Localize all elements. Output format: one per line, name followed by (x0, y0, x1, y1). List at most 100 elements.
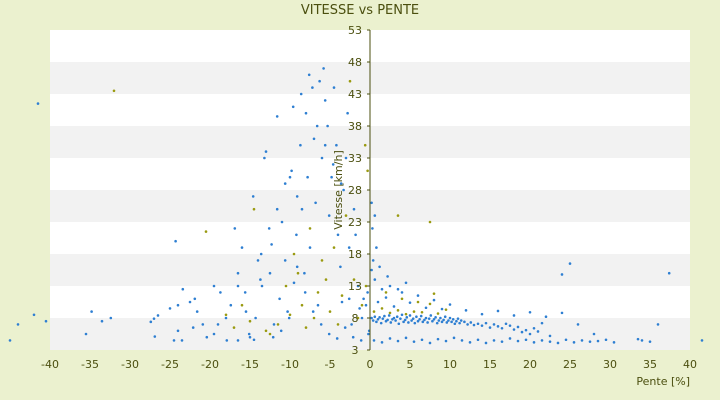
data-point (290, 169, 293, 173)
data-point (303, 271, 306, 275)
data-point (312, 316, 316, 320)
data-point (191, 326, 195, 329)
data-point (278, 297, 281, 301)
data-point (504, 322, 508, 326)
data-point (323, 99, 327, 102)
data-point (84, 332, 88, 336)
data-point (224, 313, 228, 317)
data-point (416, 319, 420, 323)
data-point (360, 303, 364, 307)
data-point (370, 201, 373, 205)
data-point (460, 339, 464, 342)
data-point (204, 230, 208, 233)
data-point (556, 341, 560, 345)
data-point (8, 339, 12, 342)
data-point (386, 318, 389, 322)
data-point (396, 339, 400, 343)
data-point (362, 297, 365, 301)
x-tick-label: 5 (407, 358, 414, 371)
data-point (394, 319, 397, 322)
data-point (548, 340, 552, 343)
data-point (412, 340, 416, 343)
y-tick-label: 3 (352, 344, 359, 357)
data-point (380, 287, 384, 291)
data-point (243, 291, 247, 294)
data-point (311, 310, 315, 313)
data-point (236, 339, 240, 342)
data-point (378, 265, 381, 269)
y-tick-label: 18 (348, 248, 362, 261)
data-point (176, 329, 180, 333)
data-point (212, 284, 216, 288)
data-point (466, 323, 469, 326)
data-point (572, 341, 576, 344)
data-point (375, 246, 378, 249)
x-tick-label: 25 (563, 358, 577, 371)
x-tick-label: 0 (367, 358, 374, 371)
data-point (453, 322, 457, 326)
data-point (532, 326, 536, 330)
data-point (172, 339, 176, 342)
data-point (247, 332, 251, 336)
data-point (592, 332, 596, 336)
data-point (306, 175, 309, 179)
y-axis-label: Vitesse [km/h] (332, 150, 345, 230)
data-point (452, 336, 456, 340)
data-point (356, 316, 360, 320)
data-point (259, 252, 263, 256)
x-tick-label: -35 (81, 358, 99, 371)
data-point (604, 338, 608, 342)
data-point (412, 310, 416, 313)
data-point (424, 316, 428, 320)
data-point (348, 79, 352, 83)
data-point (296, 271, 300, 275)
y-tick-label: 38 (348, 120, 362, 133)
data-point (500, 326, 504, 330)
data-point (396, 309, 400, 312)
data-point (283, 259, 287, 262)
data-point (426, 321, 429, 324)
data-point (588, 340, 592, 343)
data-point (252, 207, 256, 211)
data-point (432, 298, 436, 302)
data-point (304, 326, 308, 329)
data-point (459, 319, 463, 322)
data-point (90, 310, 93, 313)
data-point (360, 316, 364, 320)
data-point (496, 325, 500, 328)
data-point (149, 320, 153, 324)
x-tick-label: -40 (41, 358, 59, 371)
data-point (373, 315, 377, 319)
data-point (176, 303, 180, 307)
data-point (387, 314, 391, 317)
data-point (444, 339, 448, 343)
data-point (320, 259, 324, 262)
data-point (528, 310, 532, 314)
data-point (516, 339, 520, 343)
data-point (416, 300, 420, 304)
data-point (386, 275, 389, 278)
data-point (232, 326, 236, 329)
data-point (287, 316, 291, 320)
data-point (32, 313, 36, 317)
data-point (560, 273, 564, 276)
data-point (408, 301, 412, 304)
data-point (451, 317, 455, 321)
data-point (407, 321, 410, 324)
x-tick-label: -15 (241, 358, 259, 371)
data-point (476, 338, 480, 342)
data-point (392, 316, 396, 320)
data-point (432, 317, 436, 321)
data-point (402, 320, 405, 324)
data-point (291, 105, 295, 109)
data-point (512, 328, 516, 331)
data-point (439, 316, 442, 320)
data-point (667, 271, 671, 275)
data-point (339, 265, 342, 269)
data-point (331, 163, 335, 166)
data-point (260, 284, 264, 288)
data-point (174, 239, 177, 243)
data-point (484, 321, 488, 325)
data-point (363, 143, 367, 147)
